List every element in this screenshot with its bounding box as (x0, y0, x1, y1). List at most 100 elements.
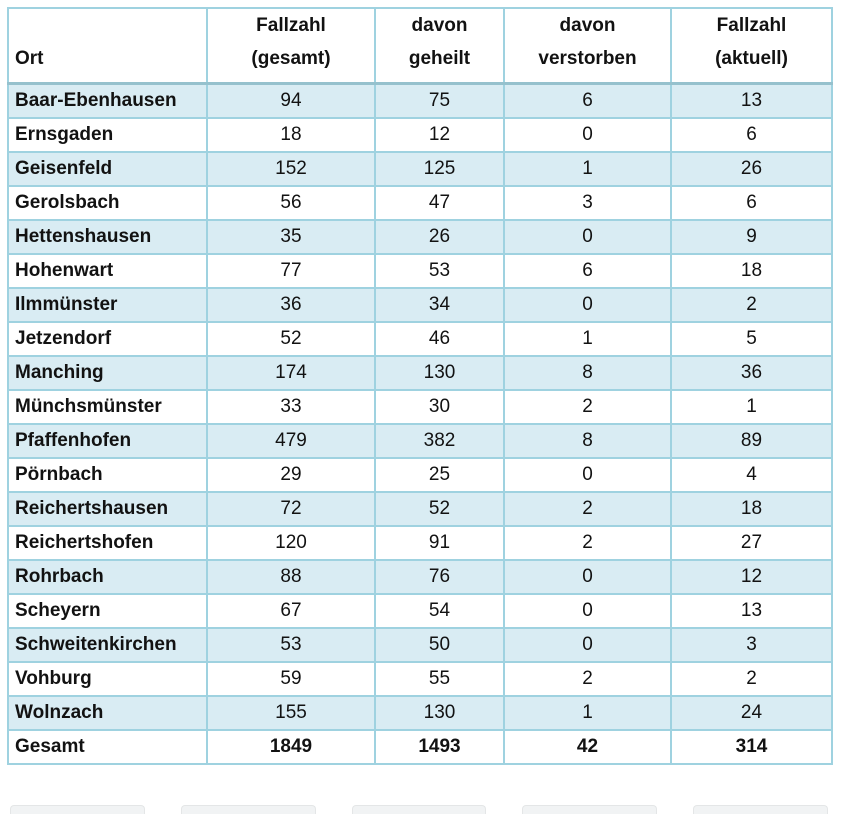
ort-cell: Ernsgaden (7, 117, 208, 153)
value-cell-fallzahl-aktuell: 3 (670, 627, 833, 663)
value-cell-davon-verstorben: 6 (503, 253, 672, 289)
value-cell-davon-verstorben: 0 (503, 457, 672, 493)
ort-cell: Pörnbach (7, 457, 208, 493)
value-cell-davon-geheilt: 50 (374, 627, 505, 663)
value-cell-fallzahl-aktuell: 13 (670, 82, 833, 119)
value-cell-davon-verstorben: 2 (503, 389, 672, 425)
value-cell-davon-geheilt: 54 (374, 593, 505, 629)
value-cell-fallzahl-aktuell: 6 (670, 117, 833, 153)
table-row: Jetzendorf 52 46 1 5 (7, 321, 833, 357)
value-cell-fallzahl-gesamt: 174 (206, 355, 376, 391)
value-cell-fallzahl-gesamt: 155 (206, 695, 376, 731)
value-cell-davon-verstorben: 8 (503, 423, 672, 459)
value-cell-davon-geheilt: 52 (374, 491, 505, 527)
value-cell-davon-verstorben: 8 (503, 355, 672, 391)
column-header-fallzahl-gesamt: Fallzahl (gesamt) (206, 7, 376, 85)
column-header-davon-verstorben: davon verstorben (503, 7, 672, 85)
column-header-line: Fallzahl (256, 15, 326, 36)
value-cell-davon-geheilt: 125 (374, 151, 505, 187)
value-cell-davon-geheilt: 30 (374, 389, 505, 425)
value-cell-fallzahl-aktuell: 2 (670, 661, 833, 697)
ort-cell: Wolnzach (7, 695, 208, 731)
value-cell-davon-verstorben: 0 (503, 219, 672, 255)
table-row: Schweitenkirchen 53 50 0 3 (7, 627, 833, 663)
value-cell-davon-geheilt: 76 (374, 559, 505, 595)
table-row: Gerolsbach 56 47 3 6 (7, 185, 833, 221)
ort-cell: Jetzendorf (7, 321, 208, 357)
column-header-davon-geheilt: davon geheilt (374, 7, 505, 85)
cutoff-cell (180, 805, 316, 814)
value-cell-fallzahl-aktuell: 13 (670, 593, 833, 629)
value-cell-fallzahl-aktuell: 18 (670, 491, 833, 527)
cutoff-cell (351, 805, 487, 814)
ort-cell: Münchsmünster (7, 389, 208, 425)
ort-cell: Geisenfeld (7, 151, 208, 187)
column-header-line: verstorben (538, 48, 637, 69)
table-row: Pörnbach 29 25 0 4 (7, 457, 833, 493)
table-row: Manching 174 130 8 36 (7, 355, 833, 391)
value-cell-fallzahl-aktuell: 12 (670, 559, 833, 595)
value-cell-fallzahl-gesamt: 72 (206, 491, 376, 527)
value-cell-davon-verstorben: 2 (503, 525, 672, 561)
value-cell-davon-geheilt: 382 (374, 423, 505, 459)
table-row: Scheyern 67 54 0 13 (7, 593, 833, 629)
cutoff-cell (522, 805, 658, 814)
table-row: Hohenwart 77 53 6 18 (7, 253, 833, 289)
value-cell-davon-geheilt: 130 (374, 355, 505, 391)
value-cell-fallzahl-aktuell: 36 (670, 355, 833, 391)
table-row: Ernsgaden 18 12 0 6 (7, 117, 833, 153)
value-cell-davon-geheilt: 12 (374, 117, 505, 153)
value-cell-davon-verstorben: 1 (503, 151, 672, 187)
value-cell-davon-verstorben: 0 (503, 627, 672, 663)
column-header-line: (aktuell) (715, 48, 788, 69)
value-cell-fallzahl-aktuell: 314 (670, 729, 833, 765)
value-cell-davon-geheilt: 34 (374, 287, 505, 323)
value-cell-davon-geheilt: 25 (374, 457, 505, 493)
value-cell-fallzahl-aktuell: 89 (670, 423, 833, 459)
cutoff-cell (693, 805, 828, 814)
value-cell-davon-geheilt: 46 (374, 321, 505, 357)
value-cell-davon-geheilt: 55 (374, 661, 505, 697)
value-cell-davon-geheilt: 26 (374, 219, 505, 255)
column-header-line: Fallzahl (716, 15, 787, 36)
value-cell-fallzahl-gesamt: 94 (206, 82, 376, 119)
value-cell-fallzahl-gesamt: 479 (206, 423, 376, 459)
value-cell-fallzahl-aktuell: 24 (670, 695, 833, 731)
total-label: Gesamt (7, 729, 208, 765)
table-row: Reichertshausen 72 52 2 18 (7, 491, 833, 527)
ort-cell: Hohenwart (7, 253, 208, 289)
ort-cell: Manching (7, 355, 208, 391)
ort-cell: Schweitenkirchen (7, 627, 208, 663)
value-cell-fallzahl-gesamt: 152 (206, 151, 376, 187)
total-row: Gesamt 1849 1493 42 314 (7, 729, 833, 765)
value-cell-davon-verstorben: 6 (503, 82, 672, 119)
ort-cell: Scheyern (7, 593, 208, 629)
value-cell-fallzahl-gesamt: 77 (206, 253, 376, 289)
column-header-line: Ort (15, 48, 44, 69)
value-cell-davon-verstorben: 2 (503, 491, 672, 527)
column-header-line: davon (559, 15, 616, 36)
ort-cell: Gerolsbach (7, 185, 208, 221)
column-header-ort: Ort (7, 7, 208, 85)
ort-cell: Ilmmünster (7, 287, 208, 323)
value-cell-fallzahl-aktuell: 2 (670, 287, 833, 323)
value-cell-fallzahl-gesamt: 52 (206, 321, 376, 357)
value-cell-davon-verstorben: 1 (503, 321, 672, 357)
column-header-line: geheilt (408, 48, 471, 69)
value-cell-davon-geheilt: 130 (374, 695, 505, 731)
value-cell-fallzahl-gesamt: 53 (206, 627, 376, 663)
value-cell-fallzahl-aktuell: 5 (670, 321, 833, 357)
value-cell-fallzahl-gesamt: 36 (206, 287, 376, 323)
value-cell-davon-verstorben: 0 (503, 559, 672, 595)
value-cell-fallzahl-gesamt: 35 (206, 219, 376, 255)
ort-cell: Reichertshausen (7, 491, 208, 527)
column-header-line: (gesamt) (251, 48, 331, 69)
value-cell-fallzahl-aktuell: 18 (670, 253, 833, 289)
value-cell-davon-geheilt: 47 (374, 185, 505, 221)
table-row: Rohrbach 88 76 0 12 (7, 559, 833, 595)
value-cell-davon-geheilt: 53 (374, 253, 505, 289)
table-row: Wolnzach 155 130 1 24 (7, 695, 833, 731)
table-row: Geisenfeld 152 125 1 26 (7, 151, 833, 187)
ort-cell: Hettenshausen (7, 219, 208, 255)
table-row: Pfaffenhofen 479 382 8 89 (7, 423, 833, 459)
